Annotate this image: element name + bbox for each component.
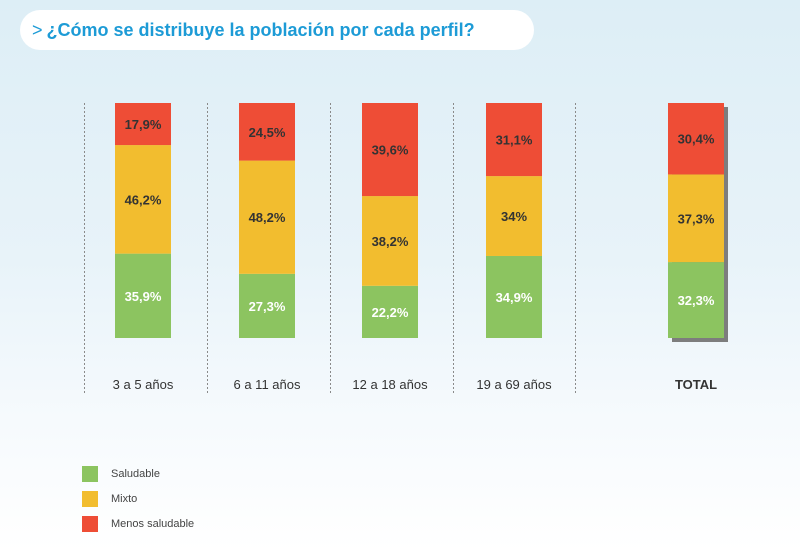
data-label-mixto-6-a-11-a-os: 48,2% — [249, 210, 286, 225]
legend-swatch-menos-saludable — [82, 516, 98, 532]
bar-mixto-19-a-69-a-os — [486, 176, 542, 256]
bar-mixto-total — [668, 174, 724, 263]
bar-mixto-6-a-11-a-os — [239, 160, 295, 274]
data-label-saludable-total: 32,3% — [678, 293, 715, 308]
data-label-menos-saludable-19-a-69-a-os: 31,1% — [496, 133, 533, 148]
data-label-saludable-12-a-18-a-os: 22,2% — [372, 305, 409, 320]
bar-saludable-6-a-11-a-os — [239, 273, 295, 338]
data-label-menos-saludable-total: 30,4% — [678, 132, 715, 147]
bar-saludable-3-a-5-a-os — [115, 253, 171, 338]
bar-menos-saludable-12-a-18-a-os — [362, 103, 418, 197]
bar-mixto-3-a-5-a-os — [115, 145, 171, 254]
title-prefix: > — [32, 19, 43, 40]
category-label-3: 19 a 69 años — [476, 377, 552, 392]
bar-saludable-19-a-69-a-os — [486, 255, 542, 338]
bar-menos-saludable-3-a-5-a-os — [115, 103, 171, 146]
legend-item-mixto: Mixto — [82, 491, 137, 507]
legend-label-menos-saludable: Menos saludable — [111, 518, 195, 530]
data-label-saludable-19-a-69-a-os: 34,9% — [496, 290, 533, 305]
legend-item-menos-saludable: Menos saludable — [82, 516, 194, 532]
legend-swatch-saludable — [82, 466, 98, 482]
data-label-saludable-6-a-11-a-os: 27,3% — [249, 299, 286, 314]
data-label-mixto-total: 37,3% — [678, 211, 715, 226]
data-label-menos-saludable-3-a-5-a-os: 17,9% — [125, 117, 162, 132]
bar-menos-saludable-19-a-69-a-os — [486, 103, 542, 177]
legend-label-saludable: Saludable — [111, 468, 160, 480]
category-label-0: 3 a 5 años — [113, 377, 174, 392]
legend-swatch-mixto — [82, 491, 98, 507]
data-label-mixto-3-a-5-a-os: 46,2% — [125, 192, 162, 207]
title-text: ¿Cómo se distribuye la población por cad… — [46, 19, 475, 40]
bar-saludable-12-a-18-a-os — [362, 285, 418, 338]
data-label-menos-saludable-6-a-11-a-os: 24,5% — [249, 125, 286, 140]
bar-saludable-total — [668, 262, 724, 338]
bar-mixto-12-a-18-a-os — [362, 196, 418, 286]
data-label-mixto-19-a-69-a-os: 34% — [501, 209, 527, 224]
data-label-menos-saludable-12-a-18-a-os: 39,6% — [372, 143, 409, 158]
chart-title: > ¿Cómo se distribuye la población por c… — [20, 10, 534, 50]
category-label-1: 6 a 11 años — [234, 377, 301, 392]
category-label-4: TOTAL — [675, 377, 717, 392]
data-label-mixto-12-a-18-a-os: 38,2% — [372, 234, 409, 249]
legend-label-mixto: Mixto — [111, 493, 138, 505]
category-label-2: 12 a 18 años — [352, 377, 428, 392]
bar-menos-saludable-total — [668, 103, 724, 175]
legend-item-saludable: Saludable — [82, 466, 160, 482]
data-label-saludable-3-a-5-a-os: 35,9% — [125, 289, 162, 304]
bar-menos-saludable-6-a-11-a-os — [239, 103, 295, 161]
